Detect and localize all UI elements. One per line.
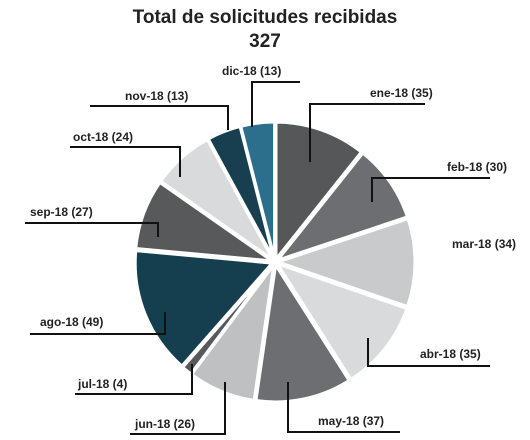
pie-slice bbox=[133, 248, 276, 369]
pie-slice bbox=[273, 151, 410, 264]
leader-line bbox=[30, 312, 166, 335]
slice-label: abr-18 (35) bbox=[420, 347, 481, 361]
leader-line bbox=[367, 338, 490, 367]
slice-label: jul-18 (4) bbox=[77, 377, 127, 391]
slice-label: nov-18 (13) bbox=[125, 89, 188, 103]
slice-label: mar-18 (34) bbox=[452, 237, 516, 251]
slice-label: dic-18 (13) bbox=[222, 64, 281, 78]
slice-label: ago-18 (49) bbox=[40, 315, 103, 329]
slice-label: ene-18 (35) bbox=[370, 86, 433, 100]
leader-line bbox=[130, 382, 226, 435]
leader-line bbox=[75, 364, 193, 395]
leader-line bbox=[90, 105, 229, 130]
pie-slice bbox=[254, 260, 352, 404]
slice-label: sep-18 (27) bbox=[30, 205, 93, 219]
leader-line bbox=[309, 103, 425, 162]
slice-label: feb-18 (30) bbox=[447, 160, 507, 174]
pie-slice bbox=[273, 261, 409, 382]
slice-label: may-18 (37) bbox=[318, 414, 384, 428]
pie-slice bbox=[238, 120, 277, 260]
pie-slice bbox=[134, 180, 278, 263]
leader-line bbox=[287, 382, 400, 433]
leader-line bbox=[70, 146, 181, 177]
pie-slice bbox=[273, 216, 417, 309]
pie-slice bbox=[274, 120, 364, 264]
slice-label: oct-18 (24) bbox=[73, 130, 133, 144]
slice-label: jun-18 (26) bbox=[134, 417, 195, 431]
leader-line bbox=[371, 177, 490, 202]
chart-title: Total de solicitudes recibidas bbox=[133, 7, 398, 28]
chart-subtitle: 327 bbox=[249, 31, 281, 52]
leader-line bbox=[25, 222, 159, 237]
leader-line bbox=[251, 81, 300, 127]
